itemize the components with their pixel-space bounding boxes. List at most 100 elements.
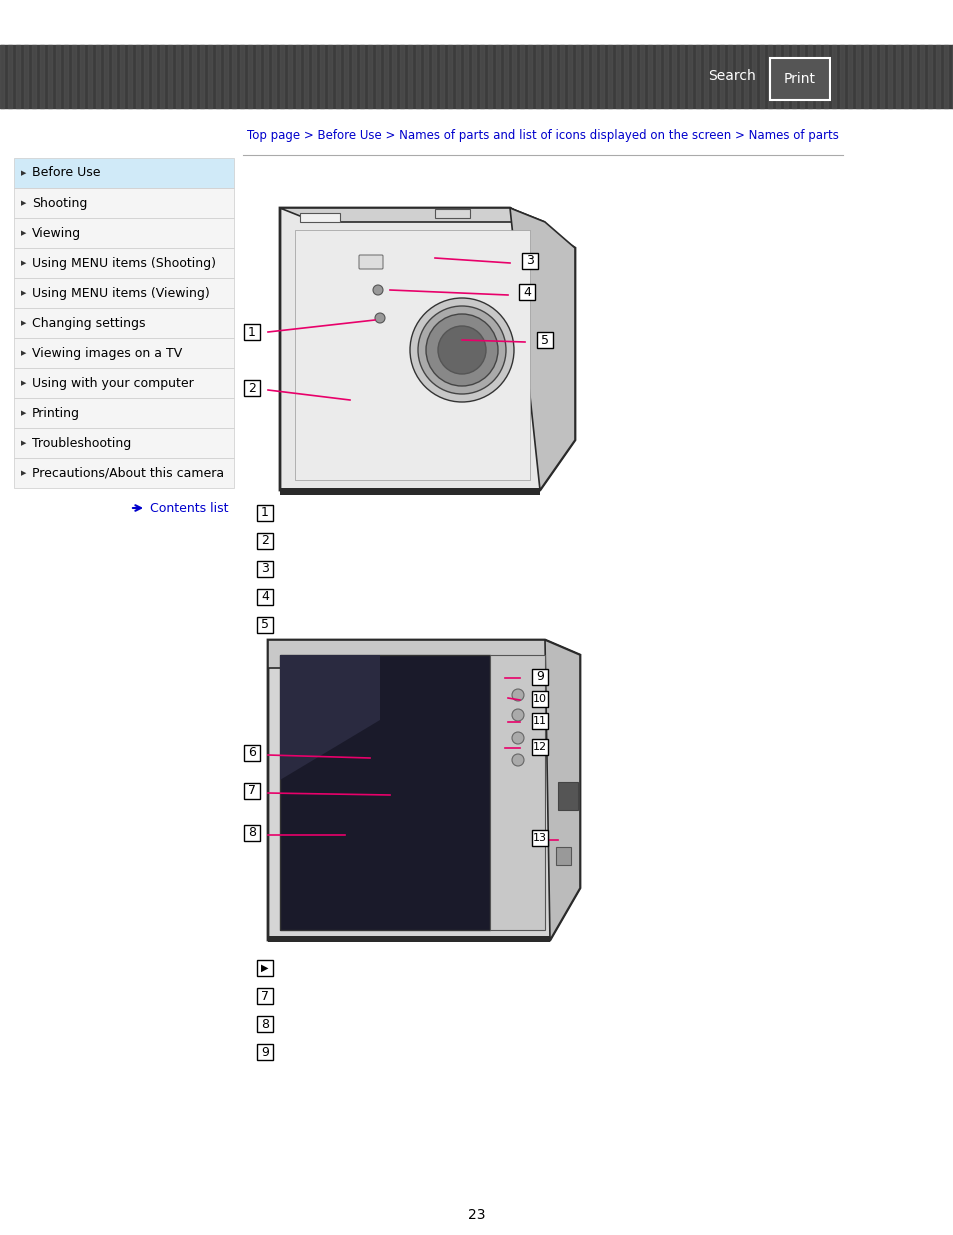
Bar <box>639 44 643 107</box>
Bar <box>416 44 419 107</box>
Circle shape <box>373 285 382 295</box>
Bar <box>256 534 273 550</box>
Text: ▶: ▶ <box>21 290 27 296</box>
Text: Using MENU items (Shooting): Using MENU items (Shooting) <box>32 257 215 269</box>
Polygon shape <box>268 640 579 668</box>
Bar <box>769 58 829 100</box>
Bar <box>503 44 507 107</box>
Bar <box>368 44 372 107</box>
Text: ▶: ▶ <box>21 440 27 446</box>
Bar <box>616 44 619 107</box>
Bar <box>168 44 172 107</box>
Polygon shape <box>280 488 539 495</box>
Bar <box>456 44 459 107</box>
Text: ▶: ▶ <box>21 230 27 236</box>
Text: Changing settings: Changing settings <box>32 316 146 330</box>
Bar <box>184 44 188 107</box>
Bar <box>8 44 12 107</box>
Text: ▶: ▶ <box>21 320 27 326</box>
Bar <box>863 44 867 107</box>
Bar <box>304 44 308 107</box>
Bar <box>775 44 780 107</box>
Bar <box>71 44 76 107</box>
Bar <box>631 44 636 107</box>
Text: 4: 4 <box>261 590 269 604</box>
Polygon shape <box>280 655 490 930</box>
Polygon shape <box>268 640 579 940</box>
Bar <box>847 44 851 107</box>
Bar <box>743 44 747 107</box>
Text: ▶: ▶ <box>21 200 27 206</box>
Text: Top page > Before Use > Names of parts and list of icons displayed on the screen: Top page > Before Use > Names of parts a… <box>247 128 838 142</box>
Bar <box>696 44 700 107</box>
Bar <box>823 44 827 107</box>
Bar <box>679 44 683 107</box>
Text: Search: Search <box>707 69 755 83</box>
Bar <box>807 44 811 107</box>
Text: Viewing images on a TV: Viewing images on a TV <box>32 347 182 359</box>
Bar <box>599 44 603 107</box>
Bar <box>552 44 556 107</box>
Polygon shape <box>280 655 379 781</box>
Bar <box>711 44 716 107</box>
Bar <box>48 44 52 107</box>
Bar <box>256 960 273 976</box>
Bar <box>399 44 403 107</box>
Circle shape <box>512 709 523 721</box>
Bar <box>64 44 68 107</box>
Bar <box>903 44 907 107</box>
Bar <box>727 44 731 107</box>
Text: ▶: ▶ <box>21 380 27 387</box>
Bar <box>328 44 332 107</box>
Bar <box>519 44 523 107</box>
Text: 9: 9 <box>536 671 543 683</box>
Circle shape <box>512 689 523 701</box>
Text: 23: 23 <box>468 1208 485 1221</box>
Text: 8: 8 <box>248 826 255 840</box>
Bar <box>0 44 953 107</box>
Text: Printing: Printing <box>32 406 80 420</box>
Bar <box>439 44 443 107</box>
Bar <box>112 44 116 107</box>
Bar <box>240 44 244 107</box>
Bar <box>208 44 212 107</box>
Text: 3: 3 <box>525 254 534 268</box>
Bar <box>14 188 233 219</box>
Bar <box>647 44 651 107</box>
Polygon shape <box>490 655 544 930</box>
Bar <box>224 44 228 107</box>
Bar <box>735 44 740 107</box>
Polygon shape <box>294 230 530 480</box>
Bar <box>200 44 204 107</box>
Bar <box>855 44 859 107</box>
Bar <box>319 44 324 107</box>
Bar <box>128 44 132 107</box>
Polygon shape <box>299 212 339 222</box>
Bar <box>256 561 273 577</box>
Bar <box>463 44 468 107</box>
Text: 2: 2 <box>261 535 269 547</box>
Circle shape <box>437 326 485 374</box>
Bar <box>232 44 235 107</box>
Bar <box>532 739 547 755</box>
Bar <box>144 44 148 107</box>
Bar <box>532 669 547 685</box>
Bar <box>408 44 412 107</box>
Text: Before Use: Before Use <box>32 167 100 179</box>
Polygon shape <box>280 207 544 222</box>
Text: Precautions/About this camera: Precautions/About this camera <box>32 467 224 479</box>
Bar <box>248 44 252 107</box>
Bar <box>663 44 667 107</box>
Circle shape <box>512 732 523 743</box>
Bar <box>14 458 233 488</box>
Text: 13: 13 <box>533 832 546 844</box>
Bar <box>96 44 100 107</box>
Bar <box>532 692 547 706</box>
Bar <box>14 278 233 308</box>
Bar <box>0 44 4 107</box>
Bar <box>344 44 348 107</box>
Bar <box>472 44 476 107</box>
Polygon shape <box>510 207 575 490</box>
Bar <box>244 825 260 841</box>
Text: Using with your computer: Using with your computer <box>32 377 193 389</box>
